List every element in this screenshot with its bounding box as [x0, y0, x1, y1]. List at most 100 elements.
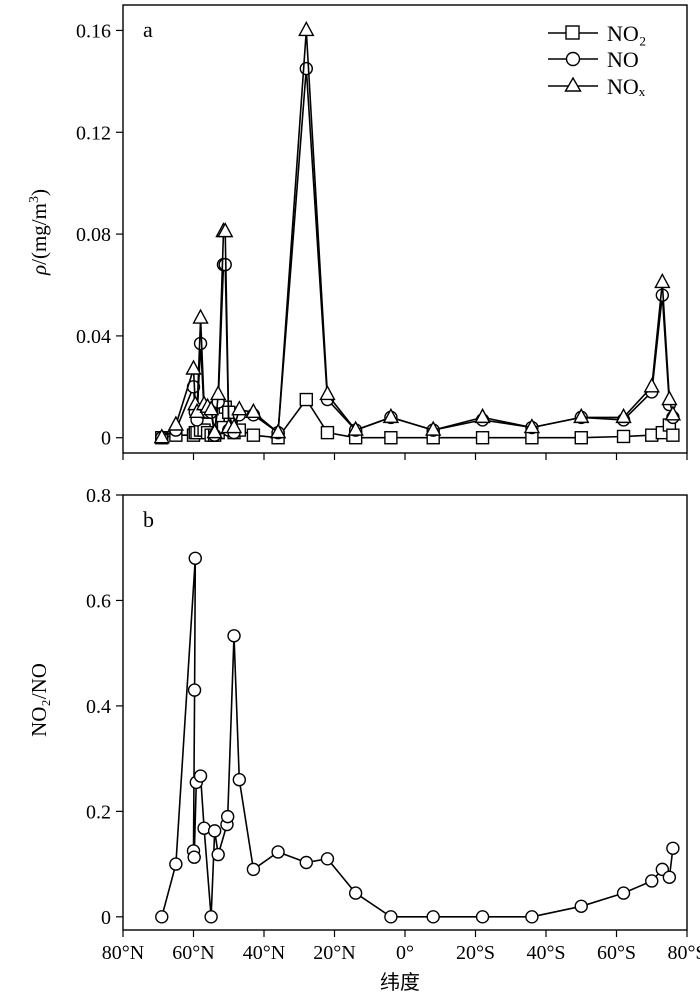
- legend-entry-no: NO: [548, 47, 639, 72]
- x-tick-label: 80°S: [667, 942, 700, 964]
- legend-label-no2: NO₂: [607, 21, 646, 46]
- panel-b-x-ticks: 80°N 60°N 40°N 20°N 0° 20°S 40°S 60°S 80°S: [102, 930, 700, 964]
- panel-a-x-ticks: [122, 453, 688, 460]
- data-point: [188, 402, 206, 418]
- data-point: [525, 910, 539, 924]
- data-point: [155, 910, 169, 924]
- data-point: [320, 852, 335, 866]
- y-tick-label: 0.8: [86, 485, 111, 507]
- series-0: [155, 551, 680, 924]
- data-point: [227, 629, 241, 643]
- data-point: [211, 847, 225, 862]
- data-point: [187, 683, 202, 697]
- data-point: [299, 61, 313, 76]
- data-point: [474, 407, 491, 424]
- y-tick-label: 0.2: [86, 801, 111, 823]
- data-point: [319, 384, 336, 401]
- series-1: [155, 61, 680, 445]
- data-point: [616, 886, 631, 900]
- panel-a-legend: NO₂ NO NOₓ: [548, 21, 646, 99]
- data-point: [220, 809, 235, 824]
- data-point: [192, 308, 209, 324]
- data-point: [206, 423, 223, 439]
- y-tick-label: 0.16: [76, 20, 111, 42]
- data-point: [664, 405, 682, 421]
- y-tick-label: 0.08: [76, 224, 111, 246]
- data-point: [245, 402, 262, 418]
- x-tick-label: 60°N: [172, 942, 214, 964]
- data-point: [347, 420, 364, 436]
- data-point: [231, 400, 248, 416]
- y-tick-label: 0.04: [76, 326, 111, 348]
- data-point: [299, 392, 313, 407]
- data-point: [193, 769, 208, 783]
- data-point: [169, 857, 183, 871]
- panel-b-y-ticks: 0 0.2 0.4 0.6 0.8: [86, 485, 123, 929]
- panel-b-y-axis-title: NO₂/NO: [27, 663, 51, 737]
- panel-a-y-axis-title: ρ/(mg/m3): [27, 189, 51, 276]
- data-point: [475, 431, 490, 445]
- series-line: [161, 67, 674, 439]
- panel-b: b 0 0.2 0.4 0.6 0.8 80°N 60°N 40°N 20°N 0° 20°S 40…: [27, 485, 700, 994]
- x-tick-label: 80°N: [102, 942, 144, 964]
- data-point: [382, 407, 400, 424]
- legend-label-nox: NOₓ: [607, 74, 646, 99]
- data-point: [573, 407, 590, 424]
- series-2: [153, 20, 682, 444]
- x-tick-label: 20°N: [313, 942, 355, 964]
- data-point: [217, 222, 234, 238]
- data-point: [643, 377, 660, 393]
- data-point: [384, 431, 398, 445]
- data-point: [246, 862, 261, 877]
- data-point: [185, 359, 202, 375]
- data-point: [348, 886, 363, 900]
- data-point: [475, 910, 490, 924]
- data-point: [225, 418, 243, 434]
- x-tick-label: 60°S: [597, 942, 636, 964]
- legend-label-no: NO: [607, 47, 639, 72]
- x-tick-label: 40°N: [243, 942, 285, 964]
- panel-a-frame: [122, 4, 688, 454]
- x-axis-title: 纬度: [380, 970, 420, 994]
- data-point: [666, 841, 680, 855]
- panel-a-series: [153, 20, 682, 445]
- data-point: [574, 899, 588, 913]
- data-point: [426, 910, 440, 924]
- data-point: [298, 20, 315, 37]
- data-point: [153, 428, 170, 444]
- data-point: [210, 384, 227, 401]
- y-tick-label: 0.6: [86, 590, 111, 612]
- legend-entry-nox: NOₓ: [548, 74, 646, 99]
- data-point: [616, 429, 631, 444]
- data-point: [188, 551, 202, 565]
- panel-a-letter: a: [143, 17, 153, 42]
- x-tick-label: 20°S: [456, 942, 495, 964]
- y-tick-label: 0.4: [86, 696, 111, 718]
- panel-a: a 0 0.04 0.08 0.12 0.16 ρ/(mg/m3) NO₂ NO NOₓ: [27, 4, 688, 460]
- data-point: [204, 910, 218, 924]
- series-line: [161, 29, 674, 439]
- data-point: [574, 431, 588, 445]
- data-point: [661, 390, 678, 406]
- data-point: [207, 824, 222, 838]
- y-tick-label: 0.12: [76, 122, 111, 144]
- data-point: [187, 850, 201, 864]
- data-point: [645, 874, 659, 888]
- data-point: [615, 407, 632, 424]
- data-point: [299, 855, 313, 870]
- data-point: [666, 428, 680, 442]
- legend-entry-no2: NO₂: [548, 21, 646, 46]
- panel-b-series: [155, 551, 680, 924]
- y-tick-label: 0: [101, 907, 111, 929]
- data-point: [320, 425, 335, 440]
- data-point: [232, 773, 247, 787]
- data-point: [523, 418, 541, 434]
- data-point: [167, 415, 185, 431]
- data-point: [271, 845, 285, 859]
- data-point: [654, 272, 671, 289]
- panel-b-letter: b: [143, 507, 154, 532]
- data-point: [425, 420, 442, 436]
- series-line: [161, 557, 674, 918]
- y-tick-label: 0: [101, 428, 111, 450]
